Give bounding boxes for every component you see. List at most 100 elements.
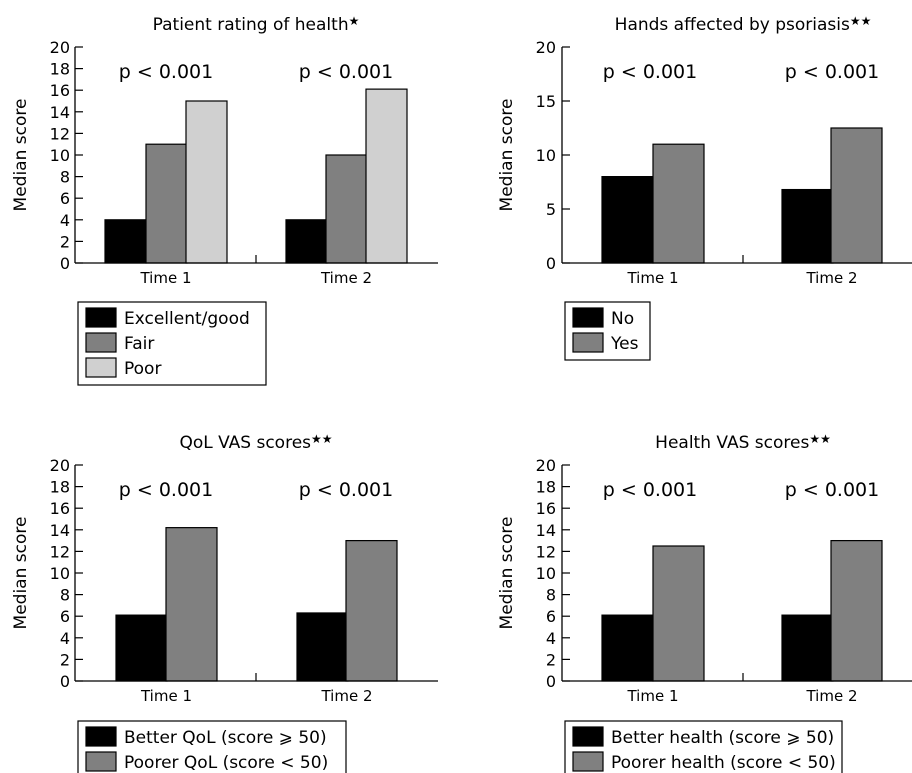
legend-label: Poorer QoL (score < 50) [124,753,328,773]
chart-title-text: Patient rating of health [153,15,349,35]
legend-box [77,720,347,773]
legend-label: Better QoL (score ⩾ 50) [124,728,327,748]
chart-title: Patient rating of health★ [153,14,360,35]
p-value-annotation: p < 0.001 [119,61,213,83]
legend-swatch [85,332,117,353]
bar-better-health-score-50-time-1 [601,614,654,682]
y-tick-label: 10 [50,146,70,165]
x-tick-label: Time 1 [626,269,678,287]
legend: Better health (score ⩾ 50) Poorer health … [564,720,843,773]
bar-poorer-qol-score-50-time-1 [165,527,218,682]
y-tick-label: 6 [60,607,70,626]
chart-panel-1: Patient rating of health★ Median score 0 2 4… [11,14,438,386]
y-tick-label: 2 [60,650,70,669]
p-value-annotation: p < 0.001 [299,61,393,83]
chart-panel-4: Health VAS scores★★ Median score 0 2 4 6 8 10 12… [497,432,912,773]
legend-swatch [572,332,604,353]
y-tick-label: 8 [60,586,70,605]
legend-label: Poorer health (score < 50) [611,753,836,773]
y-tick-label: 15 [536,92,556,111]
chart-title-marker: ★★ [311,432,333,446]
p-value-annotation: p < 0.001 [603,61,697,83]
bar-better-health-score-50-time-2 [781,614,834,682]
bar-yes-time-2 [830,127,883,264]
legend-label: Poor [124,359,161,379]
chart-title-text: Hands affected by psoriasis [615,15,850,35]
y-tick-label: 4 [60,629,70,648]
y-tick-label: 20 [50,456,70,475]
chart-title-marker: ★★ [850,14,872,28]
y-tick-label: 6 [546,607,556,626]
legend-swatch [85,357,117,378]
y-tick-label: 0 [546,672,556,691]
chart-title-marker: ★★ [809,432,831,446]
y-tick-label: 18 [50,478,70,497]
y-tick-label: 6 [60,189,70,208]
bar-poorer-qol-score-50-time-2 [345,539,398,682]
x-tick-label: Time 1 [139,269,191,287]
y-tick-label: 20 [536,456,556,475]
y-axis-label: Median score [497,517,517,630]
bar-fair-time-1 [145,143,188,264]
p-value-annotation: p < 0.001 [785,61,879,83]
y-tick-label: 16 [536,499,556,518]
legend-swatch [85,307,117,328]
p-value-annotation: p < 0.001 [785,479,879,501]
y-tick-label: 18 [50,60,70,79]
x-tick-label: Time 2 [320,269,372,287]
y-tick-label: 4 [546,629,556,648]
chart-title: QoL VAS scores★★ [179,432,332,453]
y-tick-label: 12 [50,124,70,143]
y-tick-label: 10 [536,146,556,165]
legend-swatch [85,726,117,747]
p-value-annotation: p < 0.001 [119,479,213,501]
chart-title: Hands affected by psoriasis★★ [615,14,872,35]
bar-poor-time-2 [365,88,408,264]
legend-box [564,720,843,773]
chart-panel-3: QoL VAS scores★★ Median score 0 2 4 6 8 10 12 14 1… [11,432,438,773]
bar-poor-time-1 [185,100,228,264]
legend: Excellent/good Fair Poor [77,301,267,386]
y-axis-label: Median score [497,99,517,212]
y-tick-label: 20 [50,38,70,57]
y-tick-label: 5 [546,200,556,219]
y-tick-label: 14 [50,521,70,540]
chart-title: Health VAS scores★★ [655,432,831,453]
y-tick-label: 8 [60,168,70,187]
bar-excellent-good-time-1 [104,219,147,264]
legend-swatch [572,751,604,772]
legend-swatch [572,307,604,328]
chart-title-text: Health VAS scores [655,433,809,453]
y-tick-label: 8 [546,586,556,605]
y-tick-label: 14 [536,521,556,540]
y-tick-label: 12 [50,542,70,561]
bar-better-qol-score-50-time-2 [296,612,349,682]
bar-no-time-2 [781,188,834,264]
p-value-annotation: p < 0.001 [299,479,393,501]
y-tick-label: 10 [536,564,556,583]
y-tick-label: 16 [50,81,70,100]
x-tick-label: Time 2 [805,269,857,287]
y-tick-label: 0 [60,672,70,691]
bar-excellent-good-time-2 [285,219,328,264]
chart-panel-2: Hands affected by psoriasis★★ Median scor… [497,14,912,361]
legend-label: Fair [124,334,154,354]
y-tick-label: 2 [60,232,70,251]
x-tick-label: Time 2 [320,687,372,705]
chart-title-marker: ★ [349,14,360,28]
legend-label: Yes [610,334,639,354]
y-tick-label: 18 [536,478,556,497]
bar-poorer-health-score-50-time-2 [830,539,883,682]
y-tick-label: 10 [50,564,70,583]
legend-label: No [611,309,634,329]
bar-better-qol-score-50-time-1 [115,614,168,682]
y-tick-label: 0 [60,254,70,273]
x-tick-label: Time 1 [626,687,678,705]
y-tick-label: 14 [50,103,70,122]
legend: No Yes [564,301,651,361]
y-axis-label: Median score [11,99,31,212]
legend-swatch [572,726,604,747]
bar-yes-time-1 [652,143,705,264]
bar-fair-time-2 [325,154,368,264]
